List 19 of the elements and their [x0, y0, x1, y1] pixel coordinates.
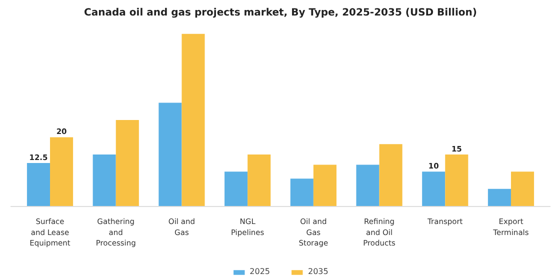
bar [422, 172, 446, 206]
chart-title: Canada oil and gas projects market, By Type, 2025-2035 (USD Billion) [84, 8, 477, 18]
bar [92, 154, 116, 206]
bar [224, 172, 248, 206]
bar [488, 188, 511, 206]
bar [290, 178, 314, 206]
bar [182, 34, 205, 206]
bar [356, 164, 380, 206]
bar [116, 120, 139, 206]
legend-label: 2035 [308, 267, 328, 276]
bar [50, 137, 74, 206]
bar [510, 172, 534, 206]
bar [445, 154, 468, 206]
bar [248, 154, 271, 206]
bar [313, 164, 336, 206]
bar [158, 102, 182, 206]
bar [26, 163, 50, 206]
bar [379, 144, 402, 206]
legend-label: 2025 [250, 267, 270, 276]
